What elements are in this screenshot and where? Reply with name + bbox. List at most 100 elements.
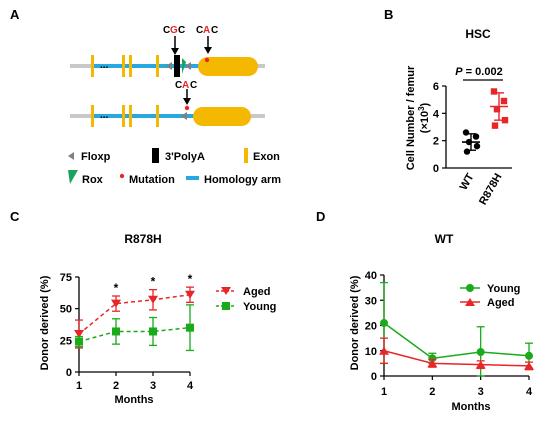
top-construct: ... C G C C A C — [70, 25, 265, 77]
wt-plot-area: 0 10 20 30 40 1 2 3 4 — [365, 270, 534, 398]
floxp-icon — [181, 112, 187, 120]
polya-block — [174, 55, 180, 77]
triangle-down-icon — [221, 287, 231, 295]
exon-cassette — [193, 107, 251, 126]
x-tick-label: R878H — [477, 171, 505, 207]
sequence-dots: ... — [100, 110, 109, 121]
data-point — [501, 116, 509, 124]
data-point — [493, 106, 501, 113]
p-value-label: P = 0.002 — [455, 66, 502, 78]
legend-label-aged: Aged — [243, 286, 271, 298]
panel-label-a: A — [10, 7, 20, 22]
exon-bar — [91, 55, 94, 77]
homology-arm-icon — [186, 176, 199, 180]
data-point — [472, 133, 480, 140]
y-axis-unit: (×103) — [417, 102, 432, 133]
y-tick-label: 4 — [433, 108, 440, 120]
x-axis-label: Months — [451, 401, 490, 413]
data-point — [476, 348, 485, 357]
data-point — [111, 299, 121, 308]
x-tick-label: 4 — [187, 380, 194, 392]
exon-cassette — [198, 57, 258, 76]
y-tick-label: 2 — [433, 136, 439, 148]
data-point — [75, 337, 83, 346]
panel-label-d: D — [316, 209, 325, 224]
data-point — [379, 346, 389, 355]
y-axis-label: Cell Number / femur — [405, 65, 417, 170]
exon-bar — [91, 105, 94, 127]
data-point — [112, 327, 120, 336]
y-tick-label: 30 — [365, 295, 377, 307]
y-tick-label: 0 — [66, 367, 72, 379]
hsc-scatter-chart: HSC Cell Number / femur (×103) P = 0.002… — [405, 27, 512, 207]
exon-bar — [122, 105, 125, 127]
codon-label-cac-top: C A C — [196, 25, 218, 36]
data-point — [74, 330, 84, 338]
exon-bar — [156, 105, 159, 127]
panel-label-b: B — [384, 7, 393, 22]
arrow-head-icon — [183, 98, 191, 105]
significance-asterisk: * — [114, 281, 119, 295]
legend-rox: Rox — [82, 174, 104, 186]
chart-title: WT — [435, 232, 454, 246]
legend-label-aged: Aged — [487, 297, 515, 309]
legend-homology-arm: Homology arm — [204, 174, 281, 186]
y-tick-label: 0 — [433, 163, 439, 175]
x-tick-label: 3 — [478, 386, 484, 398]
y-axis-label: Donor derived (%) — [349, 275, 361, 370]
homology-arm-segment — [92, 114, 194, 118]
square-icon — [222, 302, 230, 310]
homology-arm-segment — [92, 64, 187, 68]
data-point — [462, 129, 470, 136]
x-tick-label: 1 — [381, 386, 387, 398]
y-tick-label: 20 — [365, 321, 377, 333]
x-tick-label: 1 — [76, 380, 82, 392]
data-point — [148, 295, 158, 304]
r878h-legend: Aged Young — [216, 286, 276, 313]
exon-bar — [122, 55, 125, 77]
rox-icon — [182, 58, 186, 74]
y-axis-label: Donor derived (%) — [39, 275, 51, 370]
chart-title: R878H — [124, 232, 161, 246]
exon-bar — [156, 55, 159, 77]
data-point — [524, 361, 534, 370]
homology-arm-segment — [188, 64, 202, 68]
legend-mutation: Mutation — [129, 174, 175, 186]
significance-asterisk: * — [151, 275, 156, 289]
r878h-line-chart: R878H Donor derived (%) Months 0 25 50 75 1 2… — [39, 232, 276, 406]
wt-line-chart: WT Donor derived (%) Months 0 10 20 30 40 1 2 3… — [349, 232, 534, 413]
x-tick-label: WT — [458, 171, 477, 192]
sequence-dots: ... — [100, 60, 109, 71]
floxp-icon — [185, 62, 191, 70]
data-point — [475, 360, 486, 369]
circle-icon — [466, 284, 474, 292]
significance-asterisk: * — [188, 272, 193, 286]
arrow-head-icon — [171, 48, 179, 55]
exon-bar — [129, 105, 132, 127]
series-line-young — [78, 326, 191, 343]
arrow-head-icon — [204, 47, 212, 54]
mutation-dot — [204, 57, 210, 63]
polya-icon — [152, 148, 159, 163]
floxp-icon — [68, 152, 74, 160]
legend-label-young: Young — [487, 283, 520, 295]
y-tick-label: 75 — [60, 272, 72, 284]
data-point — [500, 97, 508, 105]
data-point — [490, 88, 498, 95]
y-tick-label: 10 — [365, 346, 377, 358]
codon-label-cgc: C G C — [163, 25, 185, 36]
x-tick-label: 2 — [429, 386, 435, 398]
floxp-icon — [166, 62, 172, 70]
data-point — [427, 359, 438, 368]
exon-bar — [129, 55, 132, 77]
data-point — [491, 122, 499, 129]
series-line-aged — [383, 350, 530, 367]
r878h-plot-area: 0 25 50 75 1 2 3 4 * * * — [60, 272, 195, 392]
mutation-dot — [184, 105, 190, 111]
x-axis-label: Months — [114, 394, 153, 406]
x-tick-label: 3 — [150, 380, 156, 392]
data-point — [185, 290, 195, 299]
bottom-construct: ... C A C — [70, 80, 265, 127]
legend-label-young: Young — [243, 301, 276, 313]
